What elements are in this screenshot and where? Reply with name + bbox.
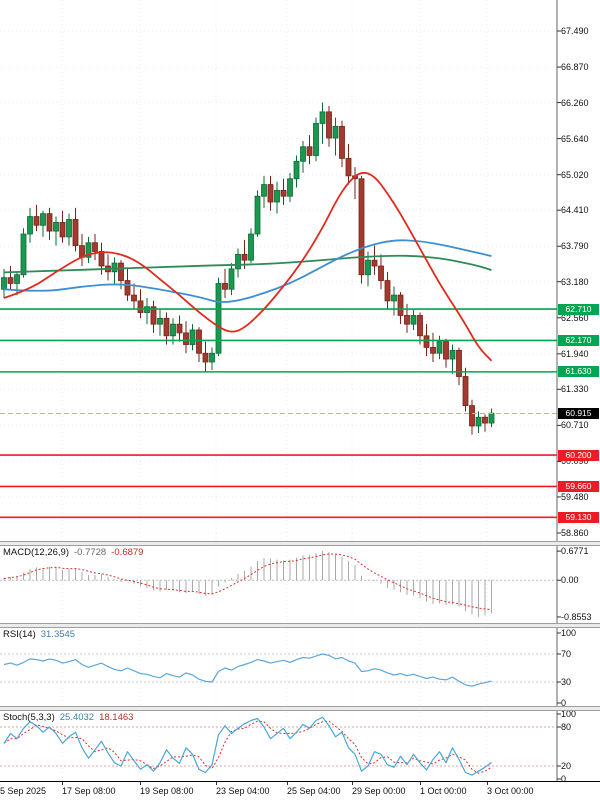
time-tick: [287, 782, 288, 785]
price-axis-label: 58.860: [561, 528, 589, 538]
grid: [0, 0, 557, 781]
macd-name: MACD(12,26,9): [3, 547, 69, 558]
price-axis-label: 64.410: [561, 205, 589, 216]
time-tick: [140, 782, 141, 785]
price-axis-label: 59.480: [561, 491, 589, 502]
price-axis-label: 65.640: [561, 133, 589, 144]
time-tick: [216, 782, 217, 785]
macd-signal-line: [3, 553, 492, 611]
support-level-badge: 59.660: [558, 480, 599, 492]
stoch-indicator-label: Stoch(5,3,3) 25.4032 18.1463: [3, 712, 133, 723]
price-axis-label: 63.180: [561, 276, 589, 287]
time-tick: [352, 782, 353, 785]
time-axis-label: 25 Sep 04:00: [287, 786, 341, 796]
price-axis-label: 60.090: [561, 456, 589, 467]
candlesticks: [1, 102, 495, 435]
time-axis-label: 19 Sep 08:00: [140, 786, 194, 796]
price-axis-label: 65.020: [561, 169, 589, 180]
stoch-k-line: [3, 716, 492, 776]
time-axis-label: 29 Sep 00:00: [352, 786, 406, 796]
macd-indicator-label: MACD(12,26,9) -0.7728 -0.6879: [3, 547, 143, 558]
price-axis-label: 66.870: [561, 62, 589, 73]
time-axis[interactable]: 5 Sep 2025 17 Sep 08:00 19 Sep 08:00 23 Sep…: [0, 781, 600, 800]
stoch-d-line: [3, 720, 492, 774]
time-axis-label: 17 Sep 08:00: [62, 786, 116, 796]
time-tick: [487, 782, 488, 785]
rsi-line: [3, 653, 492, 687]
macd-axis-label: -0.8553: [561, 611, 592, 622]
panel-divider-rsi[interactable]: [0, 623, 600, 628]
rsi-axis-label: 100: [561, 628, 577, 638]
stoch-k-value: 25.4032: [59, 712, 95, 723]
time-tick: [420, 782, 421, 785]
price-axis-label: 61.940: [561, 348, 589, 359]
stoch-d-value: 18.1463: [99, 712, 134, 723]
resistance-level-badge: 62.170: [558, 334, 599, 346]
resistance-level-badge: 61.630: [558, 366, 599, 378]
panel-divider-macd[interactable]: [0, 541, 600, 546]
stoch-name: Stoch(5,3,3): [3, 712, 55, 723]
macd-axis-label: 0.6771: [561, 546, 589, 557]
stoch-axis-label: 20: [561, 761, 572, 771]
rsi-value: 31.3545: [40, 629, 76, 640]
price-axis-label: 62.560: [561, 312, 589, 323]
time-tick: [62, 782, 63, 785]
time-axis-label: 23 Sep 04:00: [216, 786, 270, 796]
macd-panel: [0, 551, 557, 617]
panel-divider-stoch[interactable]: [0, 706, 600, 711]
price-axis-label: 66.260: [561, 97, 589, 108]
macd-signal-value: -0.6879: [111, 547, 144, 558]
resistance-level-badge: 62.710: [558, 303, 599, 315]
axis-borders: [556, 0, 561, 781]
stoch-panel: [0, 726, 557, 767]
time-axis-label: 3 Oct 00:00: [487, 786, 534, 796]
time-axis-label: 1 Oct 00:00: [420, 786, 467, 796]
rsi-name: RSI(14): [3, 629, 36, 640]
ma-green-line: [3, 254, 492, 274]
rsi-axis-label: 0: [561, 698, 567, 708]
current-price-badge: 60.915: [558, 407, 599, 419]
stoch-axis-label: 80: [561, 722, 572, 732]
rsi-axis-label: 30: [561, 677, 572, 687]
time-axis-label: 5 Sep 2025: [0, 786, 47, 796]
stoch-axis-label: 0: [561, 774, 567, 784]
macd-axis-label: 0.00: [561, 575, 579, 586]
support-level-badge: 60.200: [558, 449, 599, 461]
rsi-axis-label: 70: [561, 649, 572, 659]
ma-red-line: [3, 171, 493, 362]
level-lines: [0, 308, 557, 519]
price-axis-label: 67.490: [561, 26, 589, 36]
rsi-indicator-label: RSI(14) 31.3545: [3, 629, 75, 640]
ma-blue-line: [3, 239, 492, 303]
price-axis-label: 61.330: [561, 384, 589, 395]
stoch-axis-label: 100: [561, 709, 577, 719]
rsi-panel: [0, 653, 557, 683]
price-axis-label: 60.710: [561, 420, 589, 431]
support-level-badge: 59.130: [558, 511, 599, 523]
macd-value: -0.7728: [74, 547, 107, 558]
price-axis-label: 63.790: [561, 241, 589, 252]
